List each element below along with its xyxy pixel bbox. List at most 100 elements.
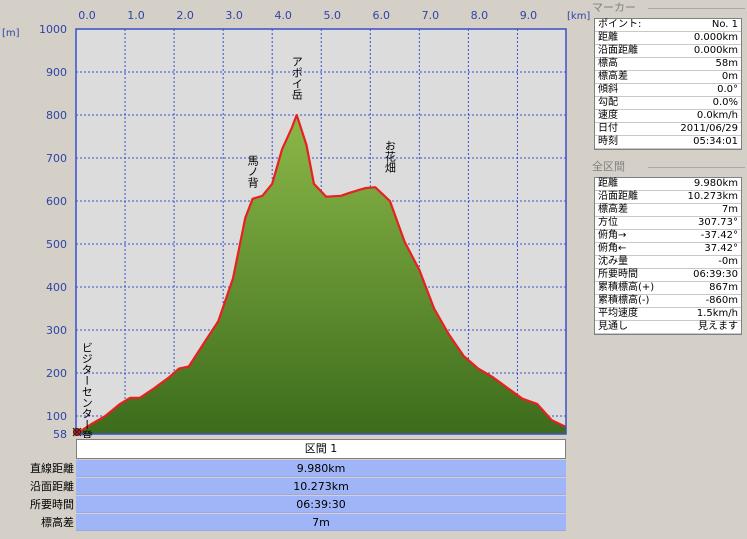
panel-label: 勾配 (598, 97, 618, 108)
panel-value: 7m (721, 204, 738, 215)
summary-row: 直線距離 9.980km (0, 460, 566, 477)
panel-label: 時刻 (598, 136, 618, 147)
panel-value: 0m (721, 71, 738, 82)
x-tick-label: 0.0 (78, 9, 96, 22)
panel-label: 沿面距離 (598, 45, 638, 56)
panel-label: 所要時間 (598, 269, 638, 280)
x-tick-label: 7.0 (422, 9, 440, 22)
panel-row: 勾配 0.0% (595, 97, 741, 110)
panel-label: 日付 (598, 123, 618, 134)
panel-label: 沈み量 (598, 256, 628, 267)
panel-value: 867m (709, 282, 738, 293)
y-tick-label: 900 (46, 66, 67, 79)
panel-value: 見えます (698, 321, 738, 332)
panel-value: 58m (715, 58, 738, 69)
panel-row: 沿面距離 0.000km (595, 45, 741, 58)
summary-value: 10.273km (76, 478, 566, 495)
summary-value: 9.980km (76, 460, 566, 477)
panel-row: 傾斜 0.0° (595, 84, 741, 97)
plot-frame (75, 28, 567, 435)
summary-label: 直線距離 (30, 462, 74, 475)
panel-row: 方位 307.73° (595, 217, 741, 230)
elevation-profile-line (75, 113, 566, 435)
summary-label: 沿面距離 (30, 480, 74, 493)
panel-value: No. 1 (711, 19, 738, 30)
x-tick-label: 4.0 (274, 9, 292, 22)
panel-row: 平均速度 1.5km/h (595, 308, 741, 321)
summary-row: 沿面距離 10.273km (0, 478, 566, 495)
panel-label: 標高差 (598, 71, 628, 82)
panel-row: 所要時間 06:39:30 (595, 269, 741, 282)
panel-value: 0.000km (693, 32, 738, 43)
elevation-chart: 0.0 1.0 2.0 3.0 4.0 5.0 6.0 7.0 8.0 9.0 100 200 300… (2, 9, 590, 438)
section-panel: 距離 9.980km 沿面距離 10.273km 標高差 7m 方位 307.73° 俯角→ -3… (594, 177, 742, 335)
panel-label: 累積標高(-) (598, 295, 650, 306)
x-tick-label: 5.0 (324, 9, 342, 22)
panel-value: 05:34:01 (693, 136, 738, 147)
panel-row: 標高差 0m (595, 71, 741, 84)
panel-row: 沈み量 -0m (595, 256, 741, 269)
panel-value: 2011/06/29 (680, 123, 738, 134)
panel-label: 平均速度 (598, 308, 638, 319)
panel-value: 0.0% (712, 97, 738, 108)
panel-row: ポイント: No. 1 (595, 19, 741, 32)
panel-label: 距離 (598, 32, 618, 43)
panel-value: 307.73° (698, 217, 738, 228)
summary-value: 7m (76, 514, 566, 531)
start-cross (72, 427, 82, 437)
panel-row: 標高差 7m (595, 204, 741, 217)
marker-panel-title: マーカー (590, 0, 747, 16)
panel-row: 標高 58m (595, 58, 741, 71)
panel-label: ポイント: (598, 19, 642, 30)
annotation-label: 馬ノ背 (246, 155, 259, 188)
y-tick-label: 800 (46, 109, 67, 122)
panel-row: 距離 0.000km (595, 32, 741, 45)
panel-label: 沿面距離 (598, 191, 638, 202)
panel-value: 1.5km/h (696, 308, 738, 319)
panel-label: 傾斜 (598, 84, 618, 95)
panel-row: 累積標高(-) -860m (595, 295, 741, 308)
summary-label: 所要時間 (30, 498, 74, 511)
panel-value: 9.980km (693, 178, 738, 189)
x-tick-label: 8.0 (471, 9, 489, 22)
panel-label: 標高差 (598, 204, 628, 215)
y-tick-label: 600 (46, 195, 67, 208)
summary-value: 06:39:30 (76, 496, 566, 513)
x-tick-label: 6.0 (373, 9, 391, 22)
start-marker-icon[interactable] (72, 427, 82, 437)
elevation-area (76, 115, 566, 434)
panel-value: 0.0km/h (696, 110, 738, 121)
annotation-label: ビジターセンター登山口 (80, 342, 93, 438)
section-panel-title: 全区間 (590, 159, 747, 175)
y-axis-unit: [m] (2, 28, 20, 39)
panel-label: 累積標高(+) (598, 282, 655, 293)
y-tick-label: 700 (46, 152, 67, 165)
annotation-label: お花畑 (383, 140, 396, 173)
panel-label: 俯角← (598, 243, 627, 254)
x-axis-ticks: 0.0 1.0 2.0 3.0 4.0 5.0 6.0 7.0 8.0 9.0 (78, 9, 537, 22)
panel-label: 標高 (598, 58, 618, 69)
section-header[interactable]: 区間 1 (76, 439, 566, 459)
panel-row: 沿面距離 10.273km (595, 191, 741, 204)
summary-row: 標高差 7m (0, 514, 566, 531)
y-tick-label: 100 (46, 410, 67, 423)
panel-label: 俯角→ (598, 230, 627, 241)
y-tick-label: 300 (46, 324, 67, 337)
y-axis-ticks: 100 200 300 400 500 600 700 800 900 1000 58 (39, 23, 67, 438)
summary-label: 標高差 (41, 516, 74, 529)
panel-value: 06:39:30 (693, 269, 738, 280)
panel-row: 距離 9.980km (595, 178, 741, 191)
panel-label: 速度 (598, 110, 618, 121)
y-tick-label: 400 (46, 281, 67, 294)
x-tick-label: 9.0 (520, 9, 538, 22)
panel-row: 俯角← 37.42° (595, 243, 741, 256)
y-tick-label: 500 (46, 238, 67, 251)
panel-label: 方位 (598, 217, 618, 228)
panel-label: 見通し (598, 321, 628, 332)
panel-value: 37.42° (704, 243, 738, 254)
panel-value: 0.000km (693, 45, 738, 56)
x-axis-unit: [km] (567, 11, 590, 22)
panel-row: 速度 0.0km/h (595, 110, 741, 123)
y-tick-label: 200 (46, 367, 67, 380)
